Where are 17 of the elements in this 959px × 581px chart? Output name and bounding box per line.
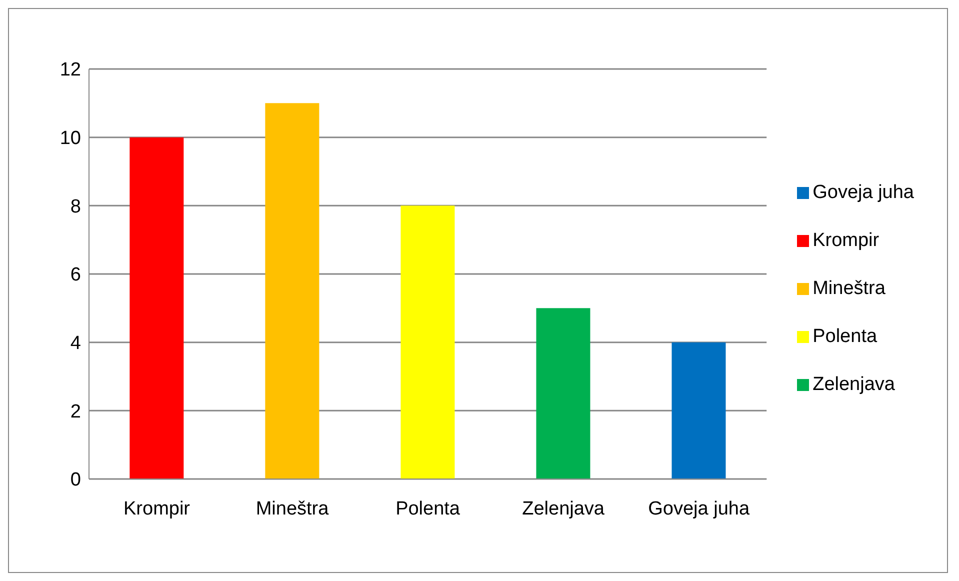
y-tick-label: 2 (70, 401, 81, 422)
legend-label: Krompir (812, 230, 880, 251)
legend-label: Zelenjava (812, 374, 895, 395)
y-tick-label: 4 (70, 333, 82, 354)
legend-label: Polenta (812, 326, 878, 347)
y-tick-label: 0 (70, 470, 81, 491)
x-tick-label: Goveja juha (648, 498, 750, 520)
y-tick-label: 10 (60, 128, 81, 150)
y-tick-label: 6 (70, 264, 81, 286)
x-tick-label: Zelenjava (522, 498, 605, 520)
x-tick-label: Polenta (396, 498, 460, 520)
x-tick-label: Krompir (124, 498, 191, 520)
x-tick-label: Mineštra (256, 498, 330, 520)
legend-label: Goveja juha (812, 182, 914, 203)
y-tick-label: 8 (70, 196, 81, 218)
y-tick-label: 12 (60, 60, 81, 81)
legend-label: Mineštra (812, 278, 886, 299)
